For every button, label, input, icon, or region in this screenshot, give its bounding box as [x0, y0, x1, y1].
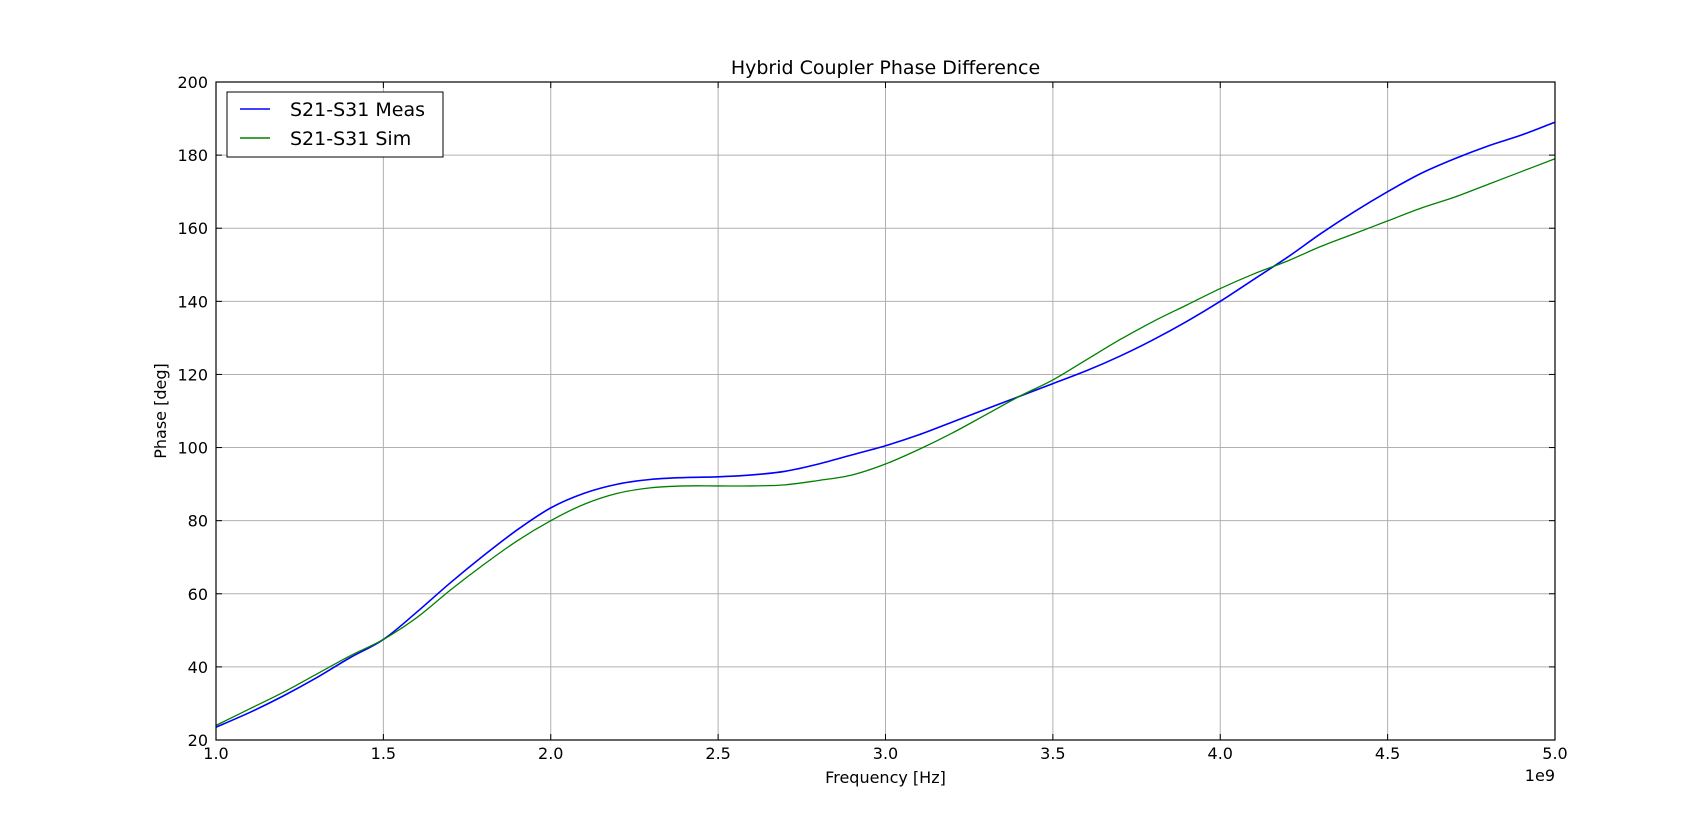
tick-labels: 1.0 1.5 2.0 2.5 3.0 3.5 4.0 4.5 5.0 20 40 60 80 100 12…: [177, 73, 1567, 763]
y-tick-label: 60: [188, 585, 208, 604]
legend-box: [226, 91, 444, 158]
legend-label-sim: S21-S31 Sim: [290, 128, 411, 150]
series-line-meas: [215, 121, 1556, 728]
x-tick-label: 1.0: [203, 744, 228, 763]
x-tick-label: 4.0: [1208, 744, 1233, 763]
chart-title: Hybrid Coupler Phase Difference: [731, 57, 1040, 79]
legend-label-meas: S21-S31 Meas: [290, 99, 425, 121]
series-line-sim: [215, 158, 1556, 726]
x-tick-label: 5.0: [1542, 744, 1567, 763]
ticks: [215, 81, 1556, 741]
y-tick-label: 20: [188, 731, 208, 750]
y-tick-label: 180: [177, 146, 208, 165]
legend: S21-S31 Meas S21-S31 Sim: [226, 91, 444, 158]
y-tick-label: 80: [188, 512, 208, 531]
y-tick-label: 160: [177, 219, 208, 238]
series-lines: [215, 121, 1556, 728]
x-axis-offset-label: 1e9: [1525, 766, 1555, 785]
x-tick-label: 4.5: [1375, 744, 1400, 763]
x-axis-label: Frequency [Hz]: [825, 768, 946, 787]
x-tick-label: 2.5: [705, 744, 730, 763]
y-tick-label: 140: [177, 292, 208, 311]
x-tick-label: 1.5: [371, 744, 396, 763]
y-tick-label: 40: [188, 658, 208, 677]
y-axis-label: Phase [deg]: [151, 363, 170, 459]
x-tick-label: 3.5: [1040, 744, 1065, 763]
y-tick-label: 100: [177, 439, 208, 458]
x-tick-label: 2.0: [538, 744, 563, 763]
x-tick-label: 3.0: [873, 744, 898, 763]
y-tick-label: 120: [177, 365, 208, 384]
y-tick-label: 200: [177, 73, 208, 92]
